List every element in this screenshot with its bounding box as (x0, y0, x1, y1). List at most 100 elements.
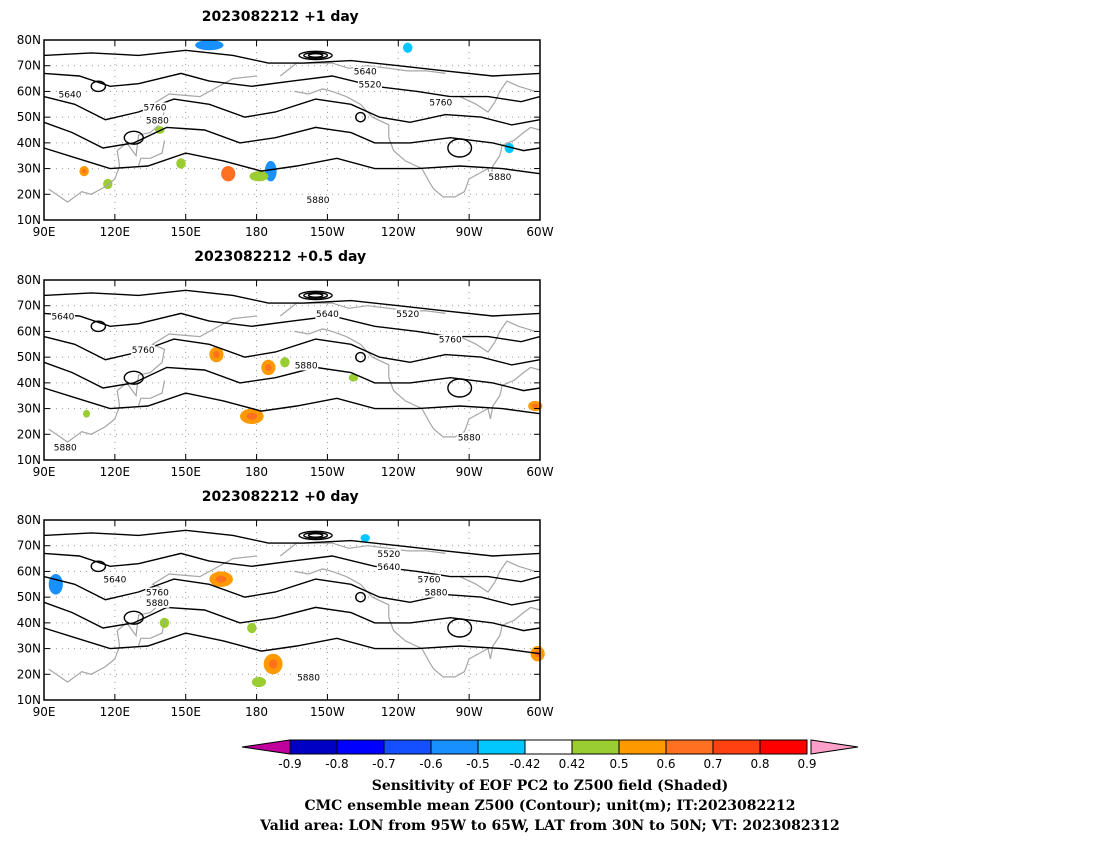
contour-closed (123, 370, 144, 385)
lon-label: 90E (33, 465, 56, 479)
contour-label-bg (296, 672, 321, 683)
coastline (294, 88, 541, 198)
shade-area (247, 622, 257, 634)
contour-line (43, 552, 541, 583)
z500-contours (43, 49, 541, 175)
shade-core (265, 363, 272, 371)
lon-label: 120W (381, 705, 416, 719)
contour-closed (298, 50, 333, 61)
contour-line (43, 72, 541, 103)
contour-label-bg (145, 597, 170, 608)
colorbar-box (477, 739, 526, 755)
lon-label: 60W (526, 705, 553, 719)
lat-label: 30N (17, 162, 41, 176)
contour-label-bg (305, 195, 330, 205)
colorbar-box (383, 739, 432, 755)
contour-label: 5640 (354, 67, 377, 77)
colorbar-boxes (289, 739, 808, 755)
coastline (279, 542, 446, 557)
contour-closed (303, 51, 329, 59)
colorbar-label: -0.6 (419, 757, 442, 771)
contour-label: 5760 (144, 103, 167, 113)
lat-label: 80N (17, 273, 41, 287)
sensitivity-shading (82, 346, 543, 424)
colorbar-label: -0.5 (466, 757, 489, 771)
lon-label: 120E (100, 225, 131, 239)
contour-line (43, 49, 541, 77)
contour-closed (298, 530, 333, 541)
contour-closed (303, 531, 329, 539)
contour-label: 5880 (146, 599, 169, 609)
contour-label: 5880 (458, 433, 481, 443)
colorbar-label: 0.7 (703, 757, 722, 771)
lat-label: 50N (17, 350, 41, 364)
contour-closed (307, 292, 324, 298)
contour-line (43, 289, 541, 317)
contour-closed (90, 560, 107, 573)
contour-line (43, 361, 541, 392)
map-panel-2: 2023082212 +0 day55205640564057605880576… (17, 489, 554, 719)
colorbar-label: 0.6 (656, 757, 675, 771)
contour-closed (307, 52, 324, 58)
lon-label: 60W (526, 225, 553, 239)
coastlines (48, 62, 541, 203)
contour-label: 5520 (396, 310, 419, 320)
contour-closed (90, 320, 107, 333)
contour-label-bg (57, 89, 82, 100)
coastline (459, 560, 536, 593)
contour-label-bg (102, 574, 127, 585)
shade-area (82, 409, 91, 418)
lat-label: 30N (17, 402, 41, 416)
contour-label-bg (53, 442, 78, 453)
panel-title: 2023082212 +0.5 day (194, 249, 366, 265)
colorbar-labels: -0.9 -0.8 -0.7 -0.6 -0.5 -0.42 0.42 0.5 0.6 0.7 0.… (278, 757, 816, 771)
shade-core (215, 575, 227, 583)
lat-label: 60N (17, 564, 41, 578)
coastline (294, 568, 541, 678)
contour-label: 5880 (297, 673, 320, 683)
lon-label: 180 (245, 465, 268, 479)
shade-core (532, 403, 539, 409)
contour-label: 5760 (429, 98, 452, 108)
contour-label-bg (145, 587, 170, 598)
contour-closed (355, 351, 366, 363)
contour-label-bg (424, 587, 449, 598)
contour-label-bg (294, 360, 319, 371)
contour-closed (447, 138, 473, 158)
z500-contours (43, 529, 541, 655)
contour-label: 5760 (418, 576, 441, 586)
caption-line-2: CMC ensemble mean Z500 (Contour); unit(m… (305, 798, 796, 814)
colorbar-right-triangle (810, 739, 859, 755)
coastline (459, 320, 536, 353)
contour-label: 5880 (295, 361, 318, 371)
lon-label: 90E (33, 705, 56, 719)
contour-label: 5880 (307, 196, 330, 206)
contour-closed (298, 290, 333, 301)
contour-label: 5760 (146, 589, 169, 599)
coastline (137, 380, 166, 407)
contour-label: 5640 (51, 313, 74, 323)
colorbar-label: 0.9 (797, 757, 816, 771)
shade-core (213, 351, 220, 359)
lat-label: 80N (17, 513, 41, 527)
colorbar-label: 0.5 (609, 757, 628, 771)
contour-label-bg (357, 79, 382, 90)
colorbar-box (289, 739, 338, 755)
map-panel-0: 2023082212 +1 day 5520 5640 5640 5760 5880 576… (17, 9, 554, 239)
lat-label: 70N (17, 539, 41, 553)
coastline (459, 80, 536, 113)
contour-line (43, 529, 541, 557)
map-frame (43, 39, 541, 221)
lat-label: 60N (17, 84, 41, 98)
lon-label: 60W (526, 465, 553, 479)
shade-area (348, 373, 359, 382)
gridlines (44, 520, 540, 700)
contour-label-bg (131, 345, 156, 355)
lon-label: 90W (456, 465, 483, 479)
contour-label-bg (395, 309, 420, 319)
contour-closed (123, 130, 144, 145)
shade-area (249, 171, 269, 182)
contour-labels: 5520 5640 5640 5760 5880 5760 5880 5880 (57, 66, 512, 206)
colorbar-label: 0.8 (750, 757, 769, 771)
